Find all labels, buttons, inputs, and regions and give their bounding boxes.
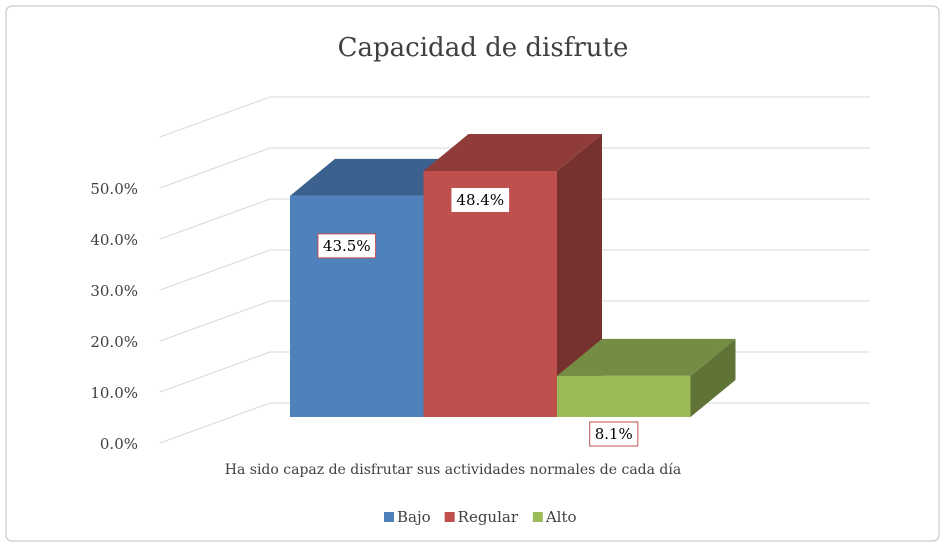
bar-side — [557, 133, 602, 417]
bar-top — [557, 338, 736, 376]
y-tick-label: 40.0% — [90, 231, 138, 249]
grid-line — [159, 300, 870, 342]
grid-line — [159, 96, 870, 138]
legend-swatch — [384, 512, 394, 522]
data-label: 43.5% — [323, 237, 371, 255]
legend-label: Bajo — [397, 508, 431, 526]
chart-title: Capacidad de disfrute — [338, 33, 629, 63]
y-tick-label: 30.0% — [90, 282, 138, 300]
x-tick-label: Ha sido capaz de disfrutar sus actividad… — [225, 462, 681, 478]
grid-line — [159, 147, 870, 189]
bar-side — [690, 338, 736, 417]
y-tick-label: 20.0% — [90, 333, 138, 351]
data-label-box — [317, 233, 377, 259]
legend-label: Regular — [458, 508, 519, 526]
y-tick-label: 50.0% — [90, 180, 138, 198]
y-tick-label: 10.0% — [90, 384, 138, 402]
legend-label: Alto — [545, 508, 577, 526]
data-label-box — [589, 421, 639, 447]
bar-top — [423, 133, 602, 171]
data-label: 48.4% — [456, 191, 504, 209]
grid-line — [159, 198, 870, 240]
bar — [290, 195, 424, 417]
data-label-box — [451, 187, 510, 212]
y-tick-label: 0.0% — [100, 435, 138, 453]
legend-swatch — [444, 512, 455, 522]
data-label: 8.1% — [595, 425, 633, 443]
grid-line — [159, 249, 870, 291]
bar — [423, 170, 557, 417]
legend-swatch — [532, 512, 543, 522]
bar — [557, 375, 691, 417]
